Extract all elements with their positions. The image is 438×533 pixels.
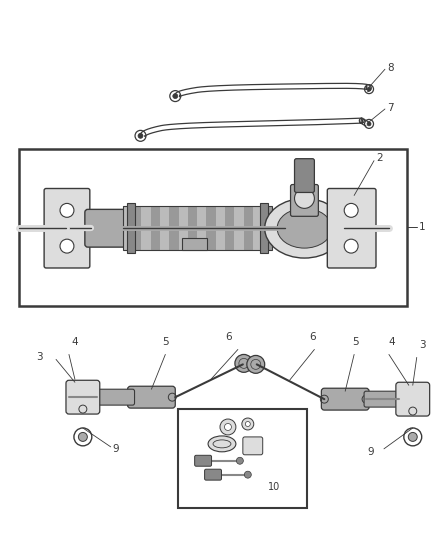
- Text: 6: 6: [309, 332, 316, 342]
- Text: 9: 9: [367, 447, 374, 457]
- Text: 10: 10: [268, 482, 280, 491]
- Bar: [253, 206, 262, 250]
- Bar: [216, 206, 225, 250]
- Circle shape: [247, 356, 265, 373]
- Text: 2: 2: [376, 152, 383, 163]
- Circle shape: [245, 422, 250, 426]
- Text: 3: 3: [419, 341, 425, 351]
- Bar: [206, 206, 216, 250]
- Text: 8: 8: [387, 63, 394, 73]
- Circle shape: [138, 133, 143, 139]
- Text: 5: 5: [162, 336, 169, 346]
- Ellipse shape: [265, 198, 344, 258]
- Circle shape: [367, 122, 371, 126]
- Circle shape: [364, 119, 374, 128]
- Circle shape: [135, 131, 146, 141]
- Bar: [182, 238, 207, 250]
- Circle shape: [220, 419, 236, 435]
- Ellipse shape: [277, 208, 332, 248]
- Circle shape: [78, 432, 87, 441]
- FancyBboxPatch shape: [243, 437, 263, 455]
- FancyBboxPatch shape: [327, 189, 376, 268]
- FancyBboxPatch shape: [294, 159, 314, 192]
- Circle shape: [235, 354, 253, 373]
- Ellipse shape: [208, 436, 236, 452]
- Text: 4: 4: [389, 336, 396, 346]
- Circle shape: [344, 239, 358, 253]
- FancyBboxPatch shape: [44, 189, 90, 268]
- Bar: [19, 149, 407, 306]
- Text: 7: 7: [387, 103, 394, 113]
- Bar: [179, 206, 188, 250]
- Circle shape: [74, 428, 92, 446]
- Bar: [141, 206, 151, 250]
- Bar: [160, 206, 169, 250]
- Bar: [225, 206, 234, 250]
- Circle shape: [364, 85, 374, 94]
- FancyBboxPatch shape: [127, 386, 175, 408]
- FancyBboxPatch shape: [194, 455, 212, 466]
- Circle shape: [60, 204, 74, 217]
- Bar: [234, 206, 244, 250]
- Bar: [123, 206, 132, 250]
- Bar: [244, 206, 253, 250]
- Text: 6: 6: [225, 332, 232, 342]
- Circle shape: [404, 428, 422, 446]
- Text: 4: 4: [71, 336, 78, 346]
- Circle shape: [60, 239, 74, 253]
- FancyBboxPatch shape: [396, 382, 430, 416]
- Bar: [169, 206, 179, 250]
- Bar: [260, 204, 268, 253]
- Bar: [123, 206, 272, 250]
- Circle shape: [244, 471, 251, 478]
- FancyBboxPatch shape: [345, 191, 354, 215]
- Circle shape: [344, 204, 358, 217]
- Text: 9: 9: [113, 444, 119, 454]
- Text: 5: 5: [352, 336, 359, 346]
- Bar: [132, 206, 141, 250]
- FancyBboxPatch shape: [95, 389, 134, 405]
- Circle shape: [294, 189, 314, 208]
- Bar: [197, 206, 206, 250]
- Circle shape: [224, 424, 231, 431]
- Circle shape: [242, 418, 254, 430]
- FancyBboxPatch shape: [66, 380, 100, 414]
- Bar: [151, 206, 160, 250]
- Circle shape: [237, 457, 244, 464]
- Circle shape: [170, 91, 181, 102]
- FancyBboxPatch shape: [85, 209, 126, 247]
- Circle shape: [173, 94, 178, 99]
- Bar: [178, 409, 307, 508]
- FancyBboxPatch shape: [205, 469, 222, 480]
- Bar: [188, 206, 197, 250]
- FancyBboxPatch shape: [321, 388, 369, 410]
- Circle shape: [367, 87, 371, 91]
- FancyBboxPatch shape: [290, 184, 318, 216]
- Bar: [262, 206, 272, 250]
- Circle shape: [408, 432, 417, 441]
- Text: 3: 3: [36, 352, 43, 362]
- Text: 1: 1: [419, 222, 425, 232]
- Bar: [127, 204, 134, 253]
- FancyBboxPatch shape: [364, 391, 404, 407]
